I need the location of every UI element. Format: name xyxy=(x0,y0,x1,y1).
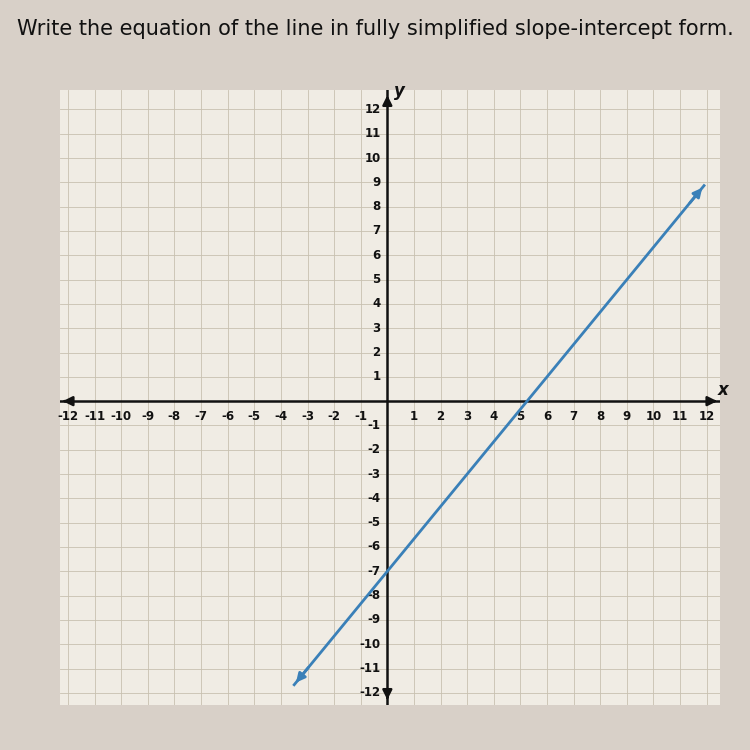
Text: -11: -11 xyxy=(84,410,105,423)
Text: -3: -3 xyxy=(301,410,314,423)
Text: -6: -6 xyxy=(368,541,381,554)
Text: 3: 3 xyxy=(373,322,381,334)
Text: 3: 3 xyxy=(463,410,471,423)
Text: 4: 4 xyxy=(373,298,381,310)
Text: -12: -12 xyxy=(359,686,381,699)
Text: 12: 12 xyxy=(364,103,381,116)
Text: 1: 1 xyxy=(373,370,381,383)
Text: -10: -10 xyxy=(111,410,132,423)
Text: -12: -12 xyxy=(58,410,79,423)
Text: 6: 6 xyxy=(373,249,381,262)
Text: -4: -4 xyxy=(274,410,287,423)
Text: -2: -2 xyxy=(328,410,340,423)
Text: 9: 9 xyxy=(373,176,381,189)
Text: -8: -8 xyxy=(168,410,181,423)
Text: 10: 10 xyxy=(364,152,381,164)
Text: -5: -5 xyxy=(248,410,261,423)
Text: -7: -7 xyxy=(368,565,381,578)
Text: 4: 4 xyxy=(490,410,498,423)
Text: -5: -5 xyxy=(368,516,381,530)
Text: 8: 8 xyxy=(373,200,381,213)
Text: 8: 8 xyxy=(596,410,604,423)
Text: -6: -6 xyxy=(221,410,234,423)
Text: 12: 12 xyxy=(698,410,715,423)
Text: -2: -2 xyxy=(368,443,381,456)
Text: -8: -8 xyxy=(368,589,381,602)
Text: Write the equation of the line in fully simplified slope-intercept form.: Write the equation of the line in fully … xyxy=(16,19,734,39)
Text: 6: 6 xyxy=(543,410,551,423)
Text: x: x xyxy=(717,381,728,399)
Text: 2: 2 xyxy=(373,346,381,359)
Text: 2: 2 xyxy=(436,410,445,423)
Text: 1: 1 xyxy=(410,410,418,423)
Text: y: y xyxy=(394,82,405,100)
Text: -7: -7 xyxy=(194,410,208,423)
Text: 5: 5 xyxy=(373,273,381,286)
Text: 10: 10 xyxy=(645,410,662,423)
Text: 7: 7 xyxy=(569,410,578,423)
Text: 11: 11 xyxy=(672,410,688,423)
Text: -4: -4 xyxy=(368,492,381,505)
Text: -10: -10 xyxy=(359,638,381,651)
Text: 9: 9 xyxy=(622,410,631,423)
Text: -11: -11 xyxy=(359,662,381,675)
Text: 7: 7 xyxy=(373,224,381,238)
Text: 11: 11 xyxy=(364,128,381,140)
Text: -9: -9 xyxy=(141,410,154,423)
Text: -9: -9 xyxy=(368,614,381,626)
Text: -3: -3 xyxy=(368,467,381,481)
Text: 5: 5 xyxy=(516,410,524,423)
Text: -1: -1 xyxy=(354,410,368,423)
Text: -1: -1 xyxy=(368,419,381,432)
